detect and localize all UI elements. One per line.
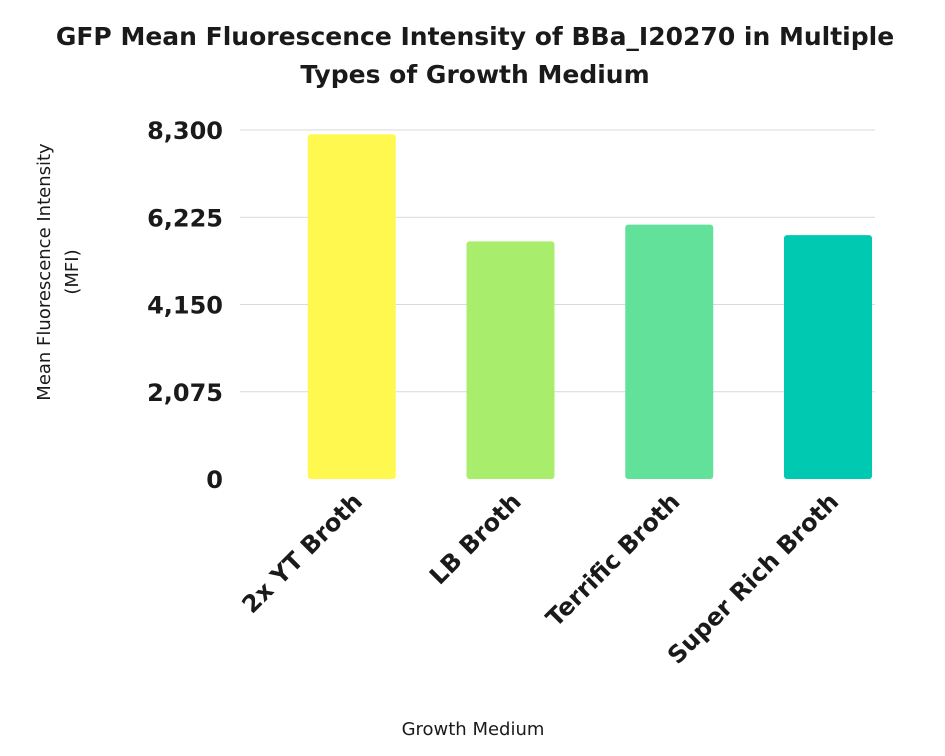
y-axis-ticks: 0 2,075 4,150 6,225 8,300 (147, 117, 223, 494)
bar (784, 235, 872, 479)
chart-title-line-2: Types of Growth Medium (300, 60, 649, 89)
x-tick-label: 2x YT Broth (237, 487, 368, 618)
y-tick-label: 4,150 (147, 292, 223, 320)
y-tick-label: 6,225 (147, 204, 223, 232)
y-tick-label: 2,075 (147, 379, 223, 407)
y-tick-label: 8,300 (147, 117, 223, 145)
x-axis-label: Growth Medium (402, 719, 545, 740)
bar (466, 241, 555, 479)
chart-title: GFP Mean Fluorescence Intensity of BBa_I… (56, 22, 894, 89)
chart-title-line-1: GFP Mean Fluorescence Intensity of BBa_I… (56, 22, 894, 51)
y-axis-label: Mean Fluorescence Intensity (MFI) (34, 143, 83, 401)
bar (625, 224, 714, 479)
x-tick-label: Super Rich Broth (662, 487, 844, 669)
y-axis-label-line-2: (MFI) (62, 249, 83, 294)
x-tick-label: LB Broth (424, 487, 527, 590)
bars (307, 134, 872, 479)
y-axis-label-line-1: Mean Fluorescence Intensity (34, 143, 55, 401)
bar (307, 134, 396, 479)
y-tick-label: 0 (206, 466, 223, 494)
x-tick-label: Terrific Broth (541, 487, 686, 632)
